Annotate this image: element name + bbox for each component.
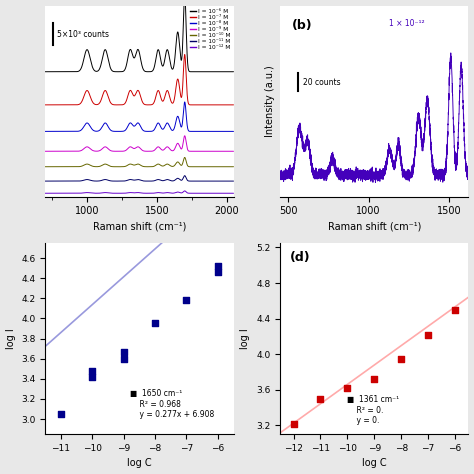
Point [290,419,297,427]
X-axis label: log C: log C [127,458,152,468]
Point [371,375,378,383]
Text: 1 × 10⁻¹²: 1 × 10⁻¹² [389,19,425,28]
Point [317,395,324,402]
Point [344,384,351,392]
Y-axis label: log I: log I [6,328,16,349]
Point [120,348,128,356]
Legend: I = 10⁻⁶ M, I = 10⁻⁷ M, I = 10⁻⁸ M, I = 10⁻⁹ M, I = 10⁻¹⁰ M, I = 10⁻¹¹ M, I = 10: I = 10⁻⁶ M, I = 10⁻⁷ M, I = 10⁻⁸ M, I = … [188,7,232,52]
Point [182,297,190,304]
Point [214,268,222,276]
X-axis label: Raman shift (cm⁻¹): Raman shift (cm⁻¹) [328,222,421,232]
Text: ■  1650 cm⁻¹
    R² = 0.968
    y = 0.277x + 6.908: ■ 1650 cm⁻¹ R² = 0.968 y = 0.277x + 6.90… [130,389,214,419]
Point [214,263,222,270]
Text: 5×10³ counts: 5×10³ counts [57,30,109,39]
Point [424,331,432,338]
X-axis label: Raman shift (cm⁻¹): Raman shift (cm⁻¹) [93,222,186,232]
Point [89,367,96,374]
Text: (b): (b) [292,19,312,32]
Point [451,306,459,313]
Point [151,319,159,326]
Y-axis label: Intensity (a.u.): Intensity (a.u.) [264,65,274,137]
Point [89,373,96,381]
Point [57,410,64,418]
Point [120,355,128,363]
Text: 20 counts: 20 counts [303,78,340,87]
Text: (d): (d) [290,251,310,264]
X-axis label: log C: log C [362,458,387,468]
Point [397,355,405,363]
Text: ■  1361 cm⁻¹
    R² = 0.
    y = 0.: ■ 1361 cm⁻¹ R² = 0. y = 0. [347,395,400,425]
Y-axis label: log I: log I [240,328,250,349]
